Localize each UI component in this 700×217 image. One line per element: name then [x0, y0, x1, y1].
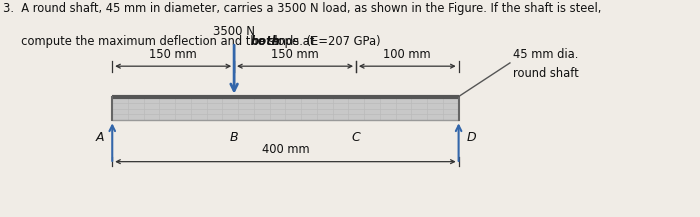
Text: compute the maximum deflection and the slope at: compute the maximum deflection and the s… — [4, 35, 318, 48]
Bar — [112, 97, 458, 120]
Text: C: C — [351, 131, 360, 144]
Text: both: both — [250, 35, 280, 48]
Text: 400 mm: 400 mm — [262, 143, 309, 156]
Text: 3500 N: 3500 N — [213, 25, 255, 38]
Text: 150 mm: 150 mm — [271, 48, 319, 61]
Text: A: A — [96, 131, 104, 144]
Text: D: D — [466, 131, 476, 144]
Text: 45 mm dia.: 45 mm dia. — [513, 48, 578, 61]
Text: ends. (E=207 GPa): ends. (E=207 GPa) — [268, 35, 381, 48]
Text: B: B — [230, 131, 239, 144]
Text: 150 mm: 150 mm — [149, 48, 197, 61]
Text: 3.  A round shaft, 45 mm in diameter, carries a 3500 N load, as shown in the Fig: 3. A round shaft, 45 mm in diameter, car… — [4, 2, 601, 15]
Text: round shaft: round shaft — [513, 67, 579, 80]
Text: 100 mm: 100 mm — [384, 48, 431, 61]
